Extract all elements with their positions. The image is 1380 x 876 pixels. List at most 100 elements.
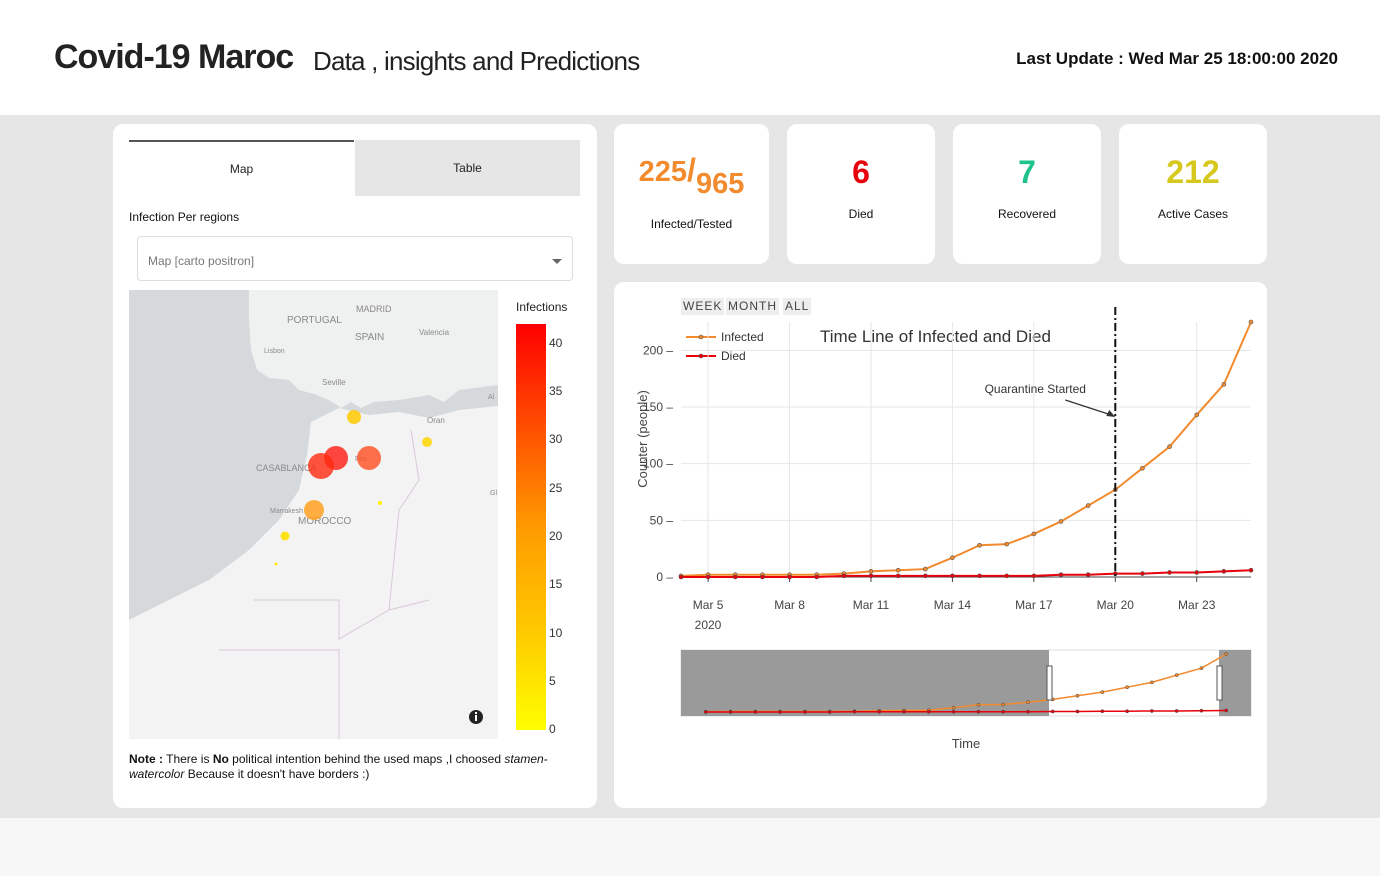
data-point-infected[interactable] — [1248, 319, 1254, 325]
tab-table[interactable]: Table — [355, 140, 580, 196]
x-axis-title: Time — [952, 736, 980, 751]
data-point-infected[interactable] — [1140, 465, 1145, 471]
data-point-died[interactable] — [814, 574, 820, 580]
map-bubble[interactable] — [378, 501, 382, 505]
slider-point — [1075, 709, 1080, 714]
slider-point — [976, 709, 981, 714]
header: Covid-19 Maroc Data , insights and Predi… — [0, 0, 1380, 115]
map-label-morocco: MOROCCO — [298, 516, 352, 527]
data-point-died[interactable] — [1004, 573, 1010, 579]
slider-point — [1199, 666, 1204, 671]
slider-handle-left[interactable] — [1046, 665, 1053, 701]
series-line-infected[interactable] — [680, 321, 1252, 577]
colorbar-tick: 5 — [549, 674, 556, 688]
slider-point — [951, 705, 956, 710]
data-point-died[interactable] — [1058, 572, 1064, 578]
data-point-died[interactable] — [787, 574, 792, 580]
data-point-died[interactable] — [977, 573, 982, 579]
y-tick-label: 50 – — [650, 513, 674, 527]
data-point-infected[interactable] — [1031, 531, 1037, 537]
map-bubble[interactable] — [308, 453, 334, 479]
data-point-infected[interactable] — [1221, 382, 1227, 387]
data-point-died[interactable] — [1194, 570, 1200, 575]
colorbar-tick: 25 — [549, 481, 563, 495]
map-view[interactable]: MADRID PORTUGAL SPAIN Valencia Lisbon Se… — [129, 290, 498, 739]
info-icon[interactable] — [469, 710, 483, 724]
slider-point — [1075, 693, 1080, 698]
range-button-all[interactable]: ALL — [783, 298, 812, 315]
range-button-week[interactable]: WEEK — [681, 298, 725, 315]
y-tick-label: 200 – — [643, 343, 673, 357]
stat-card-recovered: 7 Recovered — [953, 124, 1101, 264]
data-point-died[interactable] — [1085, 572, 1091, 578]
annotation-label: Quarantine Started — [985, 382, 1086, 396]
legend-died[interactable]: Died — [721, 349, 746, 363]
note-bold: Note : — [129, 752, 163, 766]
series-line-died[interactable] — [681, 569, 1252, 578]
slider-point — [1050, 709, 1055, 714]
map-bubble[interactable] — [347, 410, 361, 424]
slider-point — [1125, 685, 1129, 690]
data-point-infected[interactable] — [1058, 519, 1064, 524]
data-point-infected[interactable] — [1194, 412, 1200, 418]
data-point-died[interactable] — [868, 573, 874, 579]
map-bubble[interactable] — [422, 437, 432, 447]
legend-swatches — [686, 334, 716, 359]
data-point-infected[interactable] — [922, 566, 928, 572]
data-point-died[interactable] — [1221, 569, 1227, 574]
slider-point — [1026, 709, 1030, 714]
data-point-infected[interactable] — [895, 567, 901, 573]
data-point-died[interactable] — [705, 574, 711, 580]
data-point-died[interactable] — [760, 574, 765, 580]
data-point-infected[interactable] — [1167, 444, 1172, 449]
slider-point — [951, 709, 956, 714]
slider-point — [1100, 690, 1105, 695]
map-bubble[interactable] — [280, 531, 290, 541]
data-point-infected[interactable] — [1004, 541, 1010, 547]
data-point-died[interactable] — [732, 574, 738, 580]
slider-point — [1125, 709, 1129, 714]
map-bubble[interactable] — [274, 562, 278, 566]
chevron-down-icon[interactable] — [552, 259, 562, 264]
stat-died-label: Died — [848, 207, 874, 221]
page-subtitle: Data , insights and Predictions — [313, 46, 640, 76]
data-point-died[interactable] — [1167, 570, 1172, 575]
data-point-infected[interactable] — [977, 542, 982, 548]
note-bold-no: No — [212, 752, 229, 766]
legend-infected[interactable]: Infected — [721, 330, 764, 344]
data-point-died[interactable] — [1140, 571, 1145, 576]
data-point-infected[interactable] — [1085, 503, 1091, 508]
timeline-chart[interactable]: 0 – 50 – 100 – 150 – 200 – Mar 5 Mar 8 Mar 11 Ma… — [614, 282, 1267, 808]
tab-map[interactable]: Map — [129, 140, 354, 196]
slider-point — [827, 710, 832, 714]
colorbar-tick: 20 — [549, 529, 563, 543]
data-point-infected[interactable] — [950, 555, 955, 561]
slider-point — [1001, 709, 1006, 714]
tab-bar: Map Table — [129, 140, 580, 196]
colorbar — [516, 324, 546, 730]
map-bubble[interactable] — [304, 500, 324, 520]
map-style-dropdown[interactable]: Map [carto positron] — [137, 236, 573, 281]
data-point-died[interactable] — [1031, 573, 1037, 579]
map-note: Note : There is No political intention b… — [129, 752, 569, 782]
slider-point — [1174, 673, 1179, 677]
range-slider-mask-left — [681, 650, 1049, 716]
map-svg[interactable]: MADRID PORTUGAL SPAIN Valencia Lisbon Se… — [129, 290, 498, 739]
data-point-died[interactable] — [922, 573, 928, 579]
map-bubble[interactable] — [357, 446, 381, 470]
annotation-arrow — [1065, 399, 1112, 416]
data-point-infected[interactable] — [868, 569, 874, 574]
data-point-died[interactable] — [1248, 567, 1254, 573]
data-point-died[interactable] — [678, 574, 684, 580]
stat-died-value: 6 — [852, 154, 870, 190]
data-point-died[interactable] — [950, 573, 955, 579]
x-axis-year: 2020 — [695, 618, 722, 632]
data-point-died[interactable] — [841, 573, 847, 579]
range-button-month[interactable]: MONTH — [726, 298, 779, 315]
map-label-madrid: MADRID — [356, 304, 392, 314]
data-point-died[interactable] — [895, 573, 901, 579]
slider-point — [778, 710, 782, 714]
slider-handle-right[interactable] — [1216, 665, 1223, 701]
slider-point — [1224, 708, 1229, 713]
stat-infected-label: Infected/Tested — [650, 217, 733, 231]
